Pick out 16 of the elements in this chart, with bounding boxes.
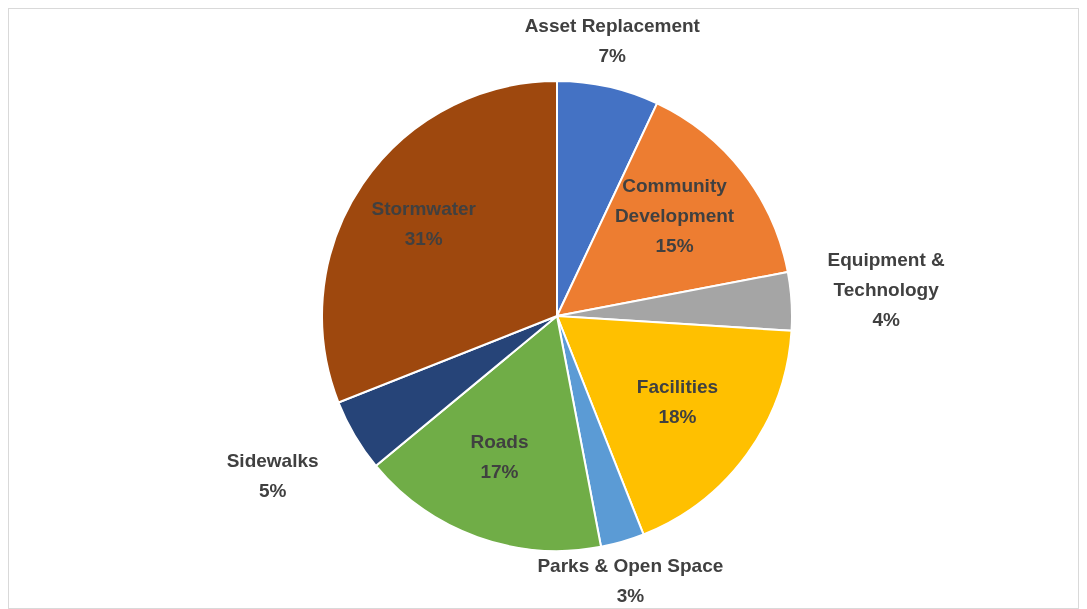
slice-label: Stormwater [371,197,477,219]
data-label: 5% [258,480,287,502]
slice-label: Roads [470,430,529,452]
slice-label: Equipment & Technology [827,248,946,300]
data-label: 18% [658,406,697,428]
slice-label: Asset Replacement [524,15,701,37]
data-label: 17% [480,460,519,482]
data-label: 3% [616,584,645,606]
data-label: 4% [872,308,901,330]
slice-label: Community Development [614,174,735,226]
slice-label: Sidewalks [226,450,319,472]
slice-label: Parks & Open Space [537,554,724,576]
data-label: 15% [655,234,694,256]
slice-label: Facilities [636,376,719,398]
data-label: 31% [404,227,443,249]
data-label: 7% [598,45,627,67]
